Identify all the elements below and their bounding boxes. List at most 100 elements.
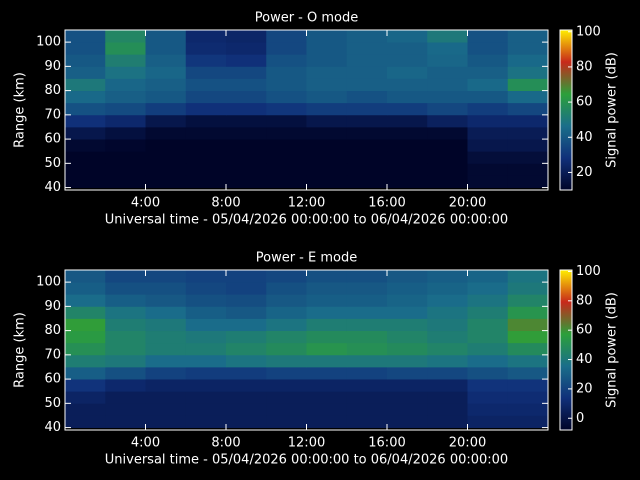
heatmap-cell [185, 282, 227, 295]
heatmap-cell [306, 403, 348, 416]
heatmap-cell [346, 30, 388, 43]
heatmap-cell [145, 30, 187, 43]
heatmap-cell [266, 139, 307, 152]
heatmap-cell [427, 318, 468, 332]
heatmap-cell [387, 294, 428, 307]
heatmap-cell [65, 151, 106, 164]
heatmap-cell [387, 306, 428, 319]
heatmap-cell [427, 151, 468, 164]
heatmap-cell [427, 330, 468, 344]
heatmap-cell [306, 151, 348, 164]
heatmap-cell [387, 90, 428, 104]
colorbar-tick-label: 60 [576, 323, 593, 338]
heatmap-cell [145, 163, 187, 176]
y-axis-label: Range (km) [13, 72, 28, 148]
heatmap-cell [346, 114, 388, 128]
heatmap-cell [467, 415, 509, 428]
x-tick-label: 20:00 [449, 436, 486, 451]
heatmap-cell [306, 342, 348, 356]
heatmap-cell [226, 354, 267, 368]
heatmap-cell [507, 415, 549, 428]
heatmap-cell [226, 330, 267, 344]
heatmap-cell [226, 342, 267, 356]
heatmap-cell [427, 102, 468, 116]
heatmap-cell [226, 403, 267, 416]
heatmap-cell [266, 270, 307, 283]
heatmap-cell [387, 42, 428, 55]
heatmap-cell [387, 163, 428, 176]
heatmap-cell [266, 90, 307, 104]
y-tick-label: 70 [44, 347, 61, 362]
heatmap-cell [185, 151, 227, 164]
y-tick-label: 40 [44, 180, 61, 195]
heatmap-cell [65, 102, 106, 116]
heatmap-cell [467, 330, 509, 344]
heatmap-cell [226, 366, 267, 380]
heatmap-cell [387, 330, 428, 344]
heatmap-cell [306, 90, 348, 104]
y-tick-label: 50 [44, 396, 61, 411]
heatmap-cell [507, 78, 549, 92]
x-tick-label: 8:00 [211, 436, 240, 451]
heatmap-cell [507, 90, 549, 104]
heatmap-cell [306, 391, 348, 404]
heatmap-cell [145, 102, 187, 116]
heatmap-cell [306, 294, 348, 307]
heatmap-cell [266, 330, 307, 344]
heatmap-cell [507, 306, 549, 319]
heatmap-cell [427, 54, 468, 67]
heatmap-cell [266, 403, 307, 416]
heatmap-cell [145, 342, 187, 356]
heatmap-cell [266, 114, 307, 128]
heatmap-cell [346, 126, 388, 140]
heatmap-cell [266, 175, 307, 188]
heatmap-cell [266, 42, 307, 55]
heatmap-cell [105, 330, 146, 344]
heatmap-cell [105, 30, 146, 43]
heatmap-cell [65, 391, 106, 404]
heatmap-cell [226, 163, 267, 176]
heatmap-cell [427, 270, 468, 283]
heatmap-cell [266, 78, 307, 92]
heatmap-cell [427, 294, 468, 307]
heatmap-cell [346, 306, 388, 319]
heatmap-cell [185, 42, 227, 55]
x-tick-label: 12:00 [288, 196, 325, 211]
heatmap-cell [306, 318, 348, 332]
heatmap-cell [185, 90, 227, 104]
heatmap-cell [226, 318, 267, 332]
heatmap-cell [266, 102, 307, 116]
heatmap-cell [185, 403, 227, 416]
heatmap-cell [507, 354, 549, 368]
heatmap-cell [105, 90, 146, 104]
heatmap-cell [185, 306, 227, 319]
heatmap-cell [65, 318, 106, 332]
heatmap-cell [145, 306, 187, 319]
heatmap-cells [65, 30, 549, 188]
heatmap-cell [427, 366, 468, 380]
heatmap-cell [185, 175, 227, 188]
heatmap-cell [105, 306, 146, 319]
heatmap-cell [387, 379, 428, 392]
y-tick-label: 100 [36, 275, 61, 290]
heatmap-cell [65, 415, 106, 428]
heatmap-cell [266, 151, 307, 164]
x-tick-label: 8:00 [211, 196, 240, 211]
heatmap-cell [346, 54, 388, 67]
y-tick-label: 80 [44, 323, 61, 338]
heatmap-cell [387, 415, 428, 428]
heatmap-cell [467, 42, 509, 55]
heatmap-cell [387, 54, 428, 67]
heatmap-cell [306, 139, 348, 152]
heatmap-cell [346, 366, 388, 380]
heatmap-cell [427, 306, 468, 319]
heatmap-cell [226, 282, 267, 295]
colorbar [559, 29, 573, 191]
heatmap-cell [105, 42, 146, 55]
heatmap-cell [346, 391, 388, 404]
heatmap-cell [467, 151, 509, 164]
heatmap-cell [185, 102, 227, 116]
heatmap-cell [266, 415, 307, 428]
heatmap-cell [145, 403, 187, 416]
heatmap-cell [105, 66, 146, 79]
